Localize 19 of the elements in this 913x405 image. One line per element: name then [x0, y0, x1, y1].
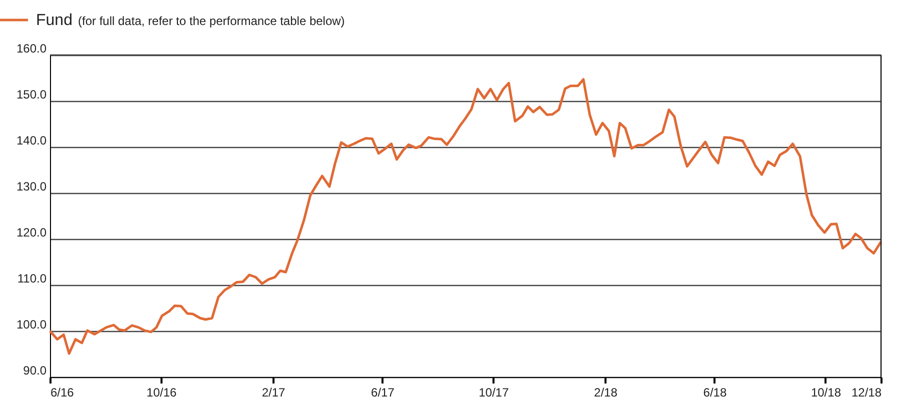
x-tick-label: 10/17: [478, 386, 510, 400]
y-tick-label: 110.0: [17, 272, 47, 286]
y-tick-label: 150.0: [16, 88, 47, 102]
legend-label: Fund: [36, 12, 72, 29]
x-tick-label: 10/18: [810, 386, 842, 400]
x-tick-label: 12/18: [851, 386, 882, 400]
y-tick-label: 130.0: [16, 180, 47, 194]
x-tick-label: 10/16: [146, 386, 177, 400]
y-tick-label: 160.0: [16, 42, 47, 56]
y-tick-label: 100.0: [16, 318, 47, 332]
x-tick-label: 6/17: [371, 386, 395, 400]
x-tick-label: 6/16: [50, 386, 74, 400]
y-tick-label: 90.0: [23, 364, 47, 378]
y-tick-label: 140.0: [16, 134, 47, 148]
x-tick-label: 6/18: [703, 386, 727, 400]
text: (for full data, refer to the performance table below): [78, 14, 345, 28]
x-tick-label: 2/17: [262, 386, 286, 400]
x-tick-label: 2/18: [594, 386, 618, 400]
y-tick-label: 120.0: [16, 226, 47, 240]
